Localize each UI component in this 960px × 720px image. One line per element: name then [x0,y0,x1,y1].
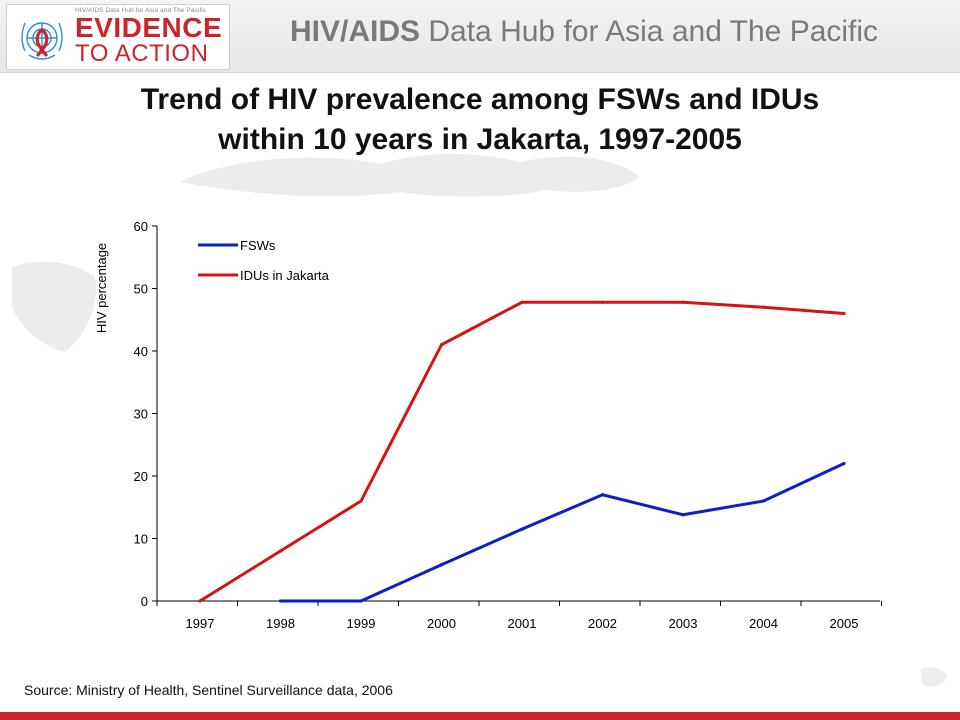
y-tick-label: 30 [134,407,148,422]
logo-caption: HIV/AIDS Data Hub for Asia and The Pacif… [75,7,207,14]
legend-label: FSWs [240,238,276,253]
hub-title: HIV/AIDS Data Hub for Asia and The Pacif… [290,15,878,49]
data-point [681,513,685,517]
slide-title-line2: within 10 years in Jakarta, 1997-2005 [218,123,742,156]
data-point [520,527,524,531]
x-tick-label: 1998 [266,616,295,631]
legend-label: IDUs in Jakarta [240,268,330,283]
data-point [600,300,605,304]
data-point [681,300,685,304]
data-point [842,461,846,466]
x-tick-label: 1999 [347,616,376,631]
data-point [761,305,766,309]
data-point [439,563,444,567]
hub-title-rest: Data Hub for Asia and The Pacific [420,15,879,48]
x-tick-label: 2005 [830,616,859,631]
hub-title-bold: HIV/AIDS [290,15,421,48]
x-tick-label: 2004 [749,616,778,631]
data-point [278,599,283,603]
data-point [198,599,202,603]
un-emblem-icon [21,22,63,60]
series-line-fsws [280,462,845,603]
data-point [761,499,766,503]
x-tick-label: 2003 [669,616,698,631]
x-tick-label: 2000 [427,616,456,631]
y-tick-label: 0 [141,594,148,609]
x-tick-label: 2001 [508,616,537,631]
y-tick-label: 50 [134,282,148,297]
evidence-to-action-logo: HIV/AIDS Data Hub for Asia and The Pacif… [6,4,230,70]
slide-title-line1: Trend of HIV prevalence among FSWs and I… [140,83,820,116]
y-tick-label: 40 [134,344,148,359]
y-axis-label: HIV percentage [94,243,109,333]
y-tick-label: 10 [134,532,148,547]
slide-title: Trend of HIV prevalence among FSWs and I… [40,80,920,160]
bottom-accent-bar [0,712,960,720]
data-point [600,493,605,497]
background-map-watermark [12,153,948,687]
y-tick-label: 60 [134,219,148,234]
x-tick-label: 2002 [588,616,617,631]
data-point [359,499,363,503]
source-note: Source: Ministry of Health, Sentinel Sur… [24,682,393,698]
data-point [439,343,444,347]
series-line-idus-jakarta [199,300,845,603]
data-point [359,599,363,603]
logo-evidence-text: EVIDENCE [75,12,223,43]
data-point [842,311,846,316]
logo-to-action-text: TO ACTION [75,40,209,67]
header-banner: HIV/AIDS Data Hub for Asia and The Pacif… [0,0,960,73]
y-tick-label: 20 [134,469,148,484]
data-point [520,300,524,304]
data-point [278,549,283,553]
x-tick-label: 1997 [186,616,215,631]
